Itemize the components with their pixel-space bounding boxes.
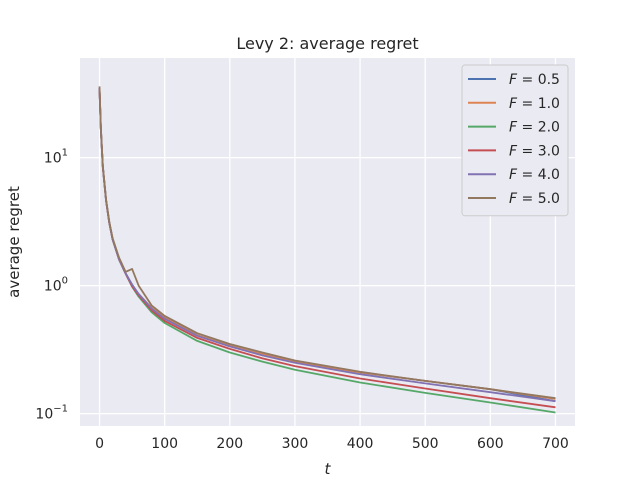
x-tick-labels: 0 100 200 300 400 500 600 700 — [95, 436, 569, 452]
grid-lines — [80, 58, 575, 426]
x-tick-label: 400 — [347, 436, 374, 452]
y-tick-label: 101 — [44, 148, 68, 167]
series-line-6 — [98, 86, 556, 400]
chart-title: Levy 2: average regret — [236, 34, 418, 53]
y-tick-labels: 10−1 100 101 — [35, 148, 68, 423]
x-tick-label: 200 — [216, 436, 243, 452]
x-tick-label: 500 — [412, 436, 439, 452]
legend-label: F = 3.0 — [509, 143, 560, 159]
legend-label: F = 1.0 — [509, 96, 560, 112]
series-lines — [98, 86, 556, 414]
y-tick-label: 100 — [44, 276, 68, 295]
x-tick-label: 600 — [477, 436, 504, 452]
legend-label: F = 0.5 — [509, 72, 560, 88]
x-tick-label: 0 — [95, 436, 104, 452]
x-tick-label: 300 — [282, 436, 309, 452]
y-tick-label: 10−1 — [35, 404, 68, 423]
x-axis-label: t — [325, 460, 332, 478]
y-axis-label: average regret — [5, 186, 23, 298]
legend-label: F = 2.0 — [509, 120, 560, 136]
x-tick-label: 700 — [542, 436, 569, 452]
x-tick-label: 100 — [151, 436, 178, 452]
legend: F = 0.5 F = 1.0 F = 2.0 F = 3.0 F = 4.0 F = 5… — [461, 64, 569, 217]
legend-label: F = 4.0 — [509, 167, 560, 183]
legend-label: F = 5.0 — [509, 191, 560, 207]
